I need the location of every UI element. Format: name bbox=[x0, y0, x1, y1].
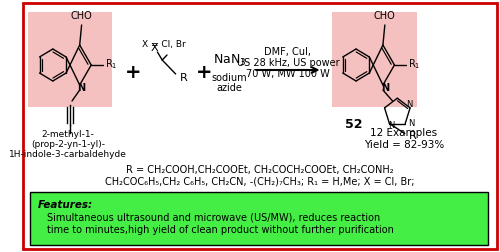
Text: CH₂COC₆H₅,CH₂ C₆H₅, CH₂CN, -(CH₂)₇CH₃; R₁ = H,Me; X = Cl, Br;: CH₂COC₆H₅,CH₂ C₆H₅, CH₂CN, -(CH₂)₇CH₃; R… bbox=[106, 177, 415, 187]
Bar bbox=[28, 12, 112, 107]
Text: 70 W, MW 100 W: 70 W, MW 100 W bbox=[246, 69, 330, 79]
Text: 12 Examples: 12 Examples bbox=[370, 128, 438, 138]
Text: R: R bbox=[180, 73, 187, 83]
Text: R: R bbox=[408, 131, 416, 141]
Text: NaN$_3$: NaN$_3$ bbox=[212, 52, 246, 68]
Text: Simultaneous ultrasound and microwave (US/MW), reduces reaction: Simultaneous ultrasound and microwave (U… bbox=[47, 213, 380, 223]
Text: 2-methyl-1-: 2-methyl-1- bbox=[42, 130, 94, 139]
Text: R$_1$: R$_1$ bbox=[408, 57, 420, 71]
Text: US 28 kHz, US power: US 28 kHz, US power bbox=[236, 58, 339, 68]
Text: N: N bbox=[381, 83, 389, 93]
Text: N: N bbox=[388, 121, 394, 130]
Text: time to minutes,high yield of clean product without further purification: time to minutes,high yield of clean prod… bbox=[47, 225, 394, 235]
Text: sodium: sodium bbox=[212, 73, 247, 83]
Text: (prop-2-yn-1-yl)-: (prop-2-yn-1-yl)- bbox=[31, 140, 105, 149]
Text: CHO: CHO bbox=[374, 11, 396, 21]
Text: X: X bbox=[150, 43, 158, 53]
Text: DMF, CuI,: DMF, CuI, bbox=[264, 47, 312, 57]
Text: CHO: CHO bbox=[70, 11, 92, 21]
Text: N: N bbox=[406, 100, 412, 109]
Text: +: + bbox=[125, 62, 142, 81]
Bar bbox=[30, 192, 488, 245]
Text: R = CH₂COOH,CH₂COOEt, CH₂COCH₂COOEt, CH₂CONH₂: R = CH₂COOH,CH₂COOEt, CH₂COCH₂COOEt, CH₂… bbox=[126, 165, 394, 175]
Text: 1H-indole-3-carbaldehyde: 1H-indole-3-carbaldehyde bbox=[9, 150, 127, 159]
Text: Features:: Features: bbox=[38, 200, 92, 210]
Text: Yield = 82-93%: Yield = 82-93% bbox=[364, 140, 444, 150]
Text: N: N bbox=[78, 83, 86, 93]
Text: 52: 52 bbox=[346, 118, 363, 131]
Text: R$_1$: R$_1$ bbox=[104, 57, 117, 71]
Text: +: + bbox=[196, 62, 212, 81]
Bar bbox=[332, 12, 416, 107]
Text: N: N bbox=[408, 119, 414, 128]
Text: X = Cl, Br: X = Cl, Br bbox=[142, 40, 186, 48]
Text: azide: azide bbox=[216, 83, 242, 93]
